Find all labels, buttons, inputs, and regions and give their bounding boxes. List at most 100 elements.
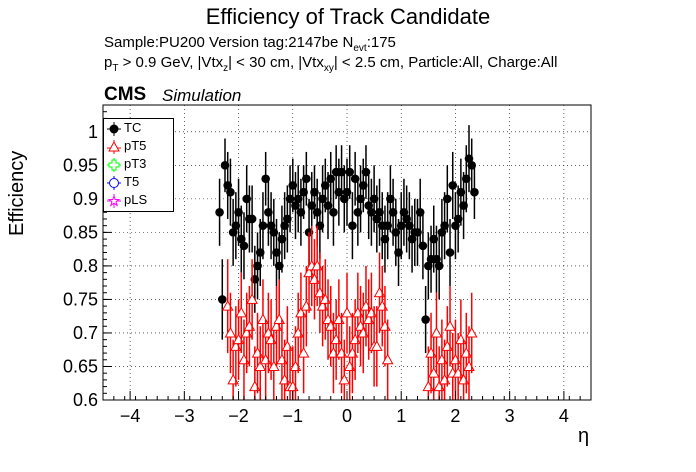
y-tick-label: 0.65: [63, 356, 98, 376]
legend-item-tc: TC: [104, 120, 174, 138]
data-point-tc: [443, 165, 452, 233]
marker-open-triangle: [360, 300, 372, 311]
marker-open-triangle: [224, 326, 237, 338]
marker-open-triangle: [465, 326, 478, 338]
x-tick-label: 0: [342, 406, 352, 426]
y-axis-label: Efficiency: [6, 150, 28, 236]
legend-item-pls: pLS: [104, 192, 174, 210]
marker-open-triangle: [330, 333, 343, 345]
data-point-tc: [470, 165, 479, 219]
data-point-pt5: [246, 259, 258, 340]
cuts-info: pT > 0.9 GeV, |Vtxz| < 30 cm, |Vtxxy| < …: [104, 54, 558, 74]
data-point-pt5: [281, 306, 294, 387]
marker-filled-circle: [345, 167, 355, 177]
chart-data-layer: [215, 125, 479, 400]
y-tick-label: 0.9: [73, 189, 98, 209]
marker-open-triangle: [238, 353, 250, 365]
data-point-pt5: [455, 299, 467, 380]
data-point-pt5: [251, 312, 264, 394]
data-point-pt5: [341, 272, 353, 354]
marker-open-triangle: [278, 373, 291, 385]
marker-filled-circle: [418, 241, 428, 251]
x-tick-label: 4: [559, 406, 569, 426]
x-tick-label: −4: [120, 406, 141, 426]
data-point-pt5: [444, 286, 456, 367]
data-point-pt5: [379, 286, 391, 367]
marker-open-triangle: [444, 320, 456, 331]
data-point-pt5: [276, 319, 288, 400]
marker-open-triangle: [227, 373, 239, 385]
x-tick-label: 2: [450, 406, 460, 426]
data-point-pt5: [425, 312, 437, 394]
sample-info: Sample:PU200 Version tag:2147be Nevt:175: [104, 34, 396, 54]
legend-label: pT3: [124, 156, 147, 171]
data-point-pt5: [381, 319, 394, 400]
marker-open-triangle: [430, 326, 443, 338]
data-point-pt5: [248, 346, 261, 400]
data-point-pt5: [297, 312, 310, 394]
marker-filled-circle: [448, 181, 458, 190]
marker-filled-circle: [445, 248, 455, 257]
legend: TC pT5 pT3 T5 pLS: [103, 118, 174, 212]
chart-title: Efficiency of Track Candidate: [205, 4, 491, 29]
data-point-pt5: [308, 239, 321, 320]
legend-item-pt5: pT5: [104, 138, 174, 156]
data-point-pt5: [427, 332, 440, 400]
cms-label: CMS: [104, 84, 147, 105]
y-tick-label: 0.7: [73, 323, 98, 343]
legend-item-pt3: pT3: [104, 156, 174, 174]
legend-label: pT5: [124, 138, 147, 153]
marker-open-triangle: [281, 340, 294, 351]
marker-open-triangle: [248, 380, 261, 392]
data-point-pt5: [333, 279, 345, 360]
data-point-pt5: [463, 326, 475, 400]
marker-open-triangle: [441, 340, 454, 351]
legend-label: T5: [124, 174, 140, 189]
data-point-tc: [239, 212, 249, 280]
legend-item-t5: T5: [104, 174, 174, 192]
marker-open-triangle: [276, 353, 288, 365]
y-tick-label: 0.95: [63, 155, 98, 175]
marker-filled-circle: [470, 187, 479, 197]
marker-open-triangle: [422, 380, 435, 392]
marker-filled-circle: [239, 241, 249, 251]
chart-grid: [103, 105, 591, 401]
data-point-pt5: [373, 252, 386, 333]
data-point-pt5: [270, 286, 283, 367]
marker-filled-circle: [443, 194, 452, 204]
x-tick-label: −1: [283, 406, 304, 426]
data-point-pt5: [292, 292, 305, 374]
marker-filled-circle: [247, 214, 257, 224]
marker-filled-circle: [302, 174, 311, 184]
data-point-pt5: [273, 279, 286, 360]
data-point-pt5: [322, 279, 334, 360]
data-point-pt5: [346, 312, 359, 394]
marker-open-triangle: [292, 326, 305, 338]
data-point-tc: [329, 178, 338, 246]
marker-open-triangle: [314, 286, 326, 298]
data-point-pt5: [221, 259, 234, 354]
marker-open-triangle: [449, 353, 462, 365]
x-tick-label: 1: [396, 406, 406, 426]
marker-filled-circle: [348, 221, 357, 230]
data-point-pt5: [430, 292, 443, 374]
marker-open-triangle: [425, 347, 437, 358]
data-point-tc: [348, 192, 357, 260]
y-tick-label: 0.85: [63, 222, 98, 242]
data-point-tc: [345, 145, 355, 199]
marker-open-triangle: [370, 340, 383, 351]
x-tick-label: −3: [174, 406, 195, 426]
data-point-tc: [226, 158, 235, 226]
marker-open-triangle: [381, 353, 394, 365]
marker-filled-circle: [217, 295, 227, 304]
marker-open-triangle: [257, 313, 269, 325]
marker-open-triangle: [289, 360, 302, 371]
data-point-tc: [215, 178, 224, 246]
series-pt5: [221, 225, 478, 400]
data-point-pt5: [257, 279, 269, 360]
filled-circle-marker-icon: [107, 122, 121, 136]
data-point-pt5: [254, 326, 267, 400]
x-axis-label: η: [578, 425, 590, 447]
simulation-label: Simulation: [162, 86, 242, 105]
